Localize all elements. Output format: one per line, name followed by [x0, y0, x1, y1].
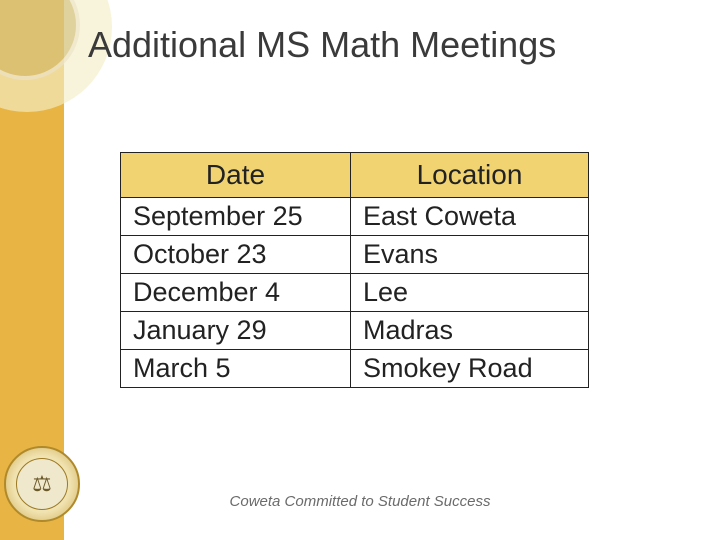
table-row: December 4 Lee	[121, 274, 589, 312]
cell-date: October 23	[121, 236, 351, 274]
cell-date: January 29	[121, 312, 351, 350]
column-header-location: Location	[351, 153, 589, 198]
cell-location: Lee	[351, 274, 589, 312]
coweta-county-seal-icon: ⚖	[4, 446, 80, 522]
cell-date: March 5	[121, 350, 351, 388]
table-header-row: Date Location	[121, 153, 589, 198]
cell-location: Evans	[351, 236, 589, 274]
cell-location: Smokey Road	[351, 350, 589, 388]
cell-date: September 25	[121, 198, 351, 236]
cell-date: December 4	[121, 274, 351, 312]
page-title: Additional MS Math Meetings	[88, 24, 698, 66]
cell-location: Madras	[351, 312, 589, 350]
table-row: January 29 Madras	[121, 312, 589, 350]
cell-location: East Coweta	[351, 198, 589, 236]
meetings-table: Date Location September 25 East Coweta O…	[120, 152, 589, 388]
table-row: March 5 Smokey Road	[121, 350, 589, 388]
table-row: September 25 East Coweta	[121, 198, 589, 236]
seal-inner-glyph: ⚖	[16, 458, 68, 510]
table-row: October 23 Evans	[121, 236, 589, 274]
footer-tagline: Coweta Committed to Student Success	[0, 493, 720, 510]
column-header-date: Date	[121, 153, 351, 198]
